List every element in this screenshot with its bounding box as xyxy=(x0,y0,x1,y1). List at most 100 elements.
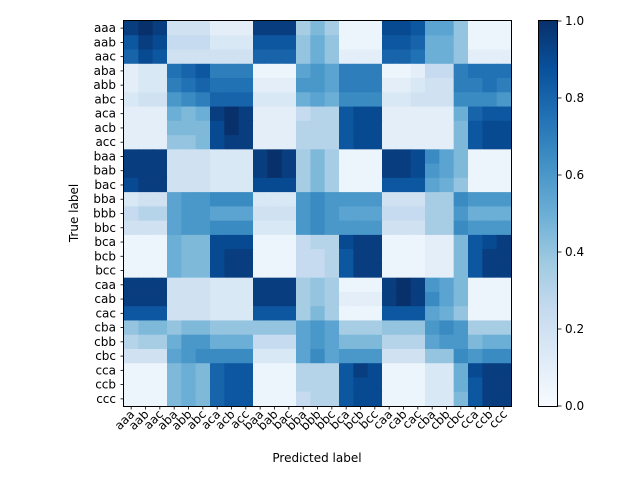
heatmap-cell xyxy=(152,78,168,93)
heatmap-cell xyxy=(382,35,397,51)
heatmap-cell xyxy=(468,149,483,165)
heatmap-cell xyxy=(425,220,440,236)
heatmap-cell xyxy=(296,263,311,279)
heatmap-cell xyxy=(238,149,254,165)
heatmap-cell xyxy=(324,177,340,193)
heatmap-cell xyxy=(496,234,512,250)
heatmap-cell xyxy=(152,177,168,193)
heatmap-cell xyxy=(353,234,369,250)
heatmap-cell xyxy=(310,163,326,179)
heatmap-cell xyxy=(482,249,498,265)
heatmap-cell xyxy=(310,63,326,79)
heatmap-cell xyxy=(425,320,440,336)
heatmap-cell xyxy=(425,106,440,122)
heatmap-cell xyxy=(468,192,483,207)
heatmap-cell xyxy=(167,35,182,51)
heatmap-cell xyxy=(367,334,383,350)
heatmap-cell xyxy=(267,306,283,322)
heatmap-cell xyxy=(281,135,297,150)
heatmap-cell xyxy=(496,21,512,36)
heatmap-cell xyxy=(396,177,412,193)
heatmap-cell xyxy=(310,348,326,364)
heatmap-cell xyxy=(367,49,383,65)
heatmap-cell xyxy=(253,277,268,293)
heatmap-cell xyxy=(267,106,283,122)
heatmap-cell xyxy=(353,249,369,265)
heatmap-cell xyxy=(468,249,483,265)
heatmap-cell xyxy=(367,249,383,265)
heatmap-cell xyxy=(224,277,240,293)
heatmap-cell xyxy=(138,135,154,150)
heatmap-cell xyxy=(425,63,440,79)
heatmap-cell xyxy=(482,163,498,179)
heatmap-cell xyxy=(267,177,283,193)
heatmap-cell xyxy=(195,234,211,250)
heatmap-cell xyxy=(468,348,483,364)
heatmap-cell xyxy=(468,92,483,108)
heatmap-cell xyxy=(339,334,354,350)
heatmap-cell xyxy=(167,192,182,207)
heatmap-cell xyxy=(253,334,268,350)
heatmap-cell xyxy=(138,21,154,36)
heatmap-cell xyxy=(482,234,498,250)
heatmap-cell xyxy=(253,21,268,36)
heatmap-cell xyxy=(410,163,426,179)
heatmap-cell xyxy=(224,306,240,322)
heatmap-cell xyxy=(138,291,154,307)
heatmap-cell xyxy=(253,49,268,65)
heatmap-cell xyxy=(453,391,469,407)
heatmap-cell xyxy=(238,35,254,51)
heatmap-cell xyxy=(124,320,139,336)
heatmap-cell xyxy=(281,177,297,193)
heatmap-cell xyxy=(382,49,397,65)
heatmap-cell xyxy=(496,306,512,322)
heatmap-cell xyxy=(353,192,369,207)
heatmap-cell xyxy=(296,63,311,79)
y-tick-label: bab xyxy=(93,164,116,178)
y-tick-label: caa xyxy=(95,278,116,292)
heatmap-cell xyxy=(468,377,483,393)
heatmap-cell xyxy=(296,106,311,122)
y-tick-label: cca xyxy=(95,363,116,377)
heatmap-cell xyxy=(181,106,197,122)
heatmap-cell xyxy=(138,334,154,350)
heatmap-cell xyxy=(124,263,139,279)
heatmap-cell xyxy=(496,163,512,179)
heatmap-cell xyxy=(124,363,139,379)
heatmap-cell xyxy=(253,391,268,407)
heatmap-cell xyxy=(482,106,498,122)
heatmap-cell xyxy=(253,234,268,250)
heatmap-cell xyxy=(167,277,182,293)
heatmap-cell xyxy=(253,78,268,93)
heatmap-cell xyxy=(396,106,412,122)
heatmap-cell xyxy=(124,249,139,265)
heatmap-cell xyxy=(468,21,483,36)
heatmap-cell xyxy=(281,78,297,93)
heatmap-cell xyxy=(453,192,469,207)
heatmap-cell xyxy=(124,149,139,165)
heatmap-cell xyxy=(167,120,182,136)
heatmap-cell xyxy=(396,163,412,179)
heatmap-cell xyxy=(267,363,283,379)
heatmap-cell xyxy=(181,21,197,36)
heatmap-cell xyxy=(238,277,254,293)
heatmap-cell xyxy=(281,92,297,108)
heatmap-cell xyxy=(496,177,512,193)
heatmap-cell xyxy=(210,263,225,279)
heatmap-cell xyxy=(210,220,225,236)
heatmap-cell xyxy=(453,377,469,393)
heatmap-cell xyxy=(224,149,240,165)
heatmap-cell xyxy=(267,391,283,407)
heatmap-cell xyxy=(382,63,397,79)
heatmap-cell xyxy=(324,120,340,136)
heatmap-cell xyxy=(210,249,225,265)
heatmap-cell xyxy=(468,163,483,179)
heatmap-cell xyxy=(425,120,440,136)
heatmap-cell xyxy=(167,391,182,407)
heatmap-cell xyxy=(310,263,326,279)
heatmap-cell xyxy=(210,21,225,36)
colorbar-tick-label: 0.0 xyxy=(565,399,584,413)
heatmap-cell xyxy=(396,377,412,393)
heatmap-cell xyxy=(482,363,498,379)
heatmap-cell xyxy=(296,334,311,350)
